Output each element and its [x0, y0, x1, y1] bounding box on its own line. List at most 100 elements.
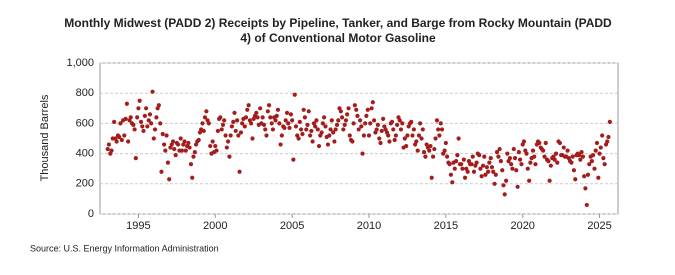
point: [141, 128, 146, 134]
point: [242, 124, 247, 129]
point: [274, 113, 279, 118]
point: [165, 160, 171, 165]
point: [527, 178, 532, 183]
point: [503, 178, 509, 183]
point: [279, 133, 284, 138]
point: [511, 146, 516, 152]
point: [528, 160, 533, 165]
point: [596, 175, 601, 180]
point: [439, 127, 445, 132]
point: [393, 133, 398, 138]
point: [510, 166, 515, 171]
point: [409, 119, 414, 124]
point: [580, 154, 586, 159]
x-tick-label: 2010: [357, 220, 381, 232]
point: [333, 127, 338, 132]
point: [131, 122, 136, 128]
point: [254, 110, 259, 115]
point: [208, 143, 213, 149]
point: [210, 139, 215, 144]
plot-frame: [99, 62, 619, 215]
point: [465, 169, 470, 174]
point: [118, 121, 123, 126]
point: [142, 113, 147, 118]
point: [243, 115, 249, 120]
point: [338, 109, 343, 114]
point: [420, 127, 425, 132]
point: [423, 154, 428, 159]
point: [525, 166, 530, 171]
point: [270, 127, 276, 132]
point: [322, 115, 327, 120]
point: [156, 103, 161, 108]
point: [480, 163, 486, 168]
point: [152, 127, 158, 132]
point: [500, 168, 505, 173]
point: [245, 107, 250, 112]
point: [237, 169, 242, 174]
point: [331, 130, 336, 135]
point: [416, 133, 422, 138]
point: [391, 127, 396, 132]
point: [386, 133, 391, 138]
point: [106, 142, 112, 147]
point: [220, 122, 226, 128]
point: [454, 159, 459, 164]
point: [486, 169, 491, 174]
y-tick-label: 600: [76, 117, 94, 129]
point: [229, 124, 234, 129]
point: [496, 154, 501, 159]
point: [542, 154, 547, 159]
point: [159, 169, 164, 174]
point: [356, 127, 361, 132]
point: [291, 157, 296, 162]
chart-title: Monthly Midwest (PADD 2) Receipts by Pip…: [64, 16, 612, 45]
point: [598, 145, 603, 150]
point: [565, 148, 570, 153]
point: [145, 124, 150, 129]
point: [569, 160, 574, 165]
point: [605, 139, 610, 144]
point: [231, 119, 236, 124]
point: [265, 109, 270, 114]
point: [582, 174, 587, 179]
point: [347, 133, 352, 138]
point: [178, 136, 183, 141]
point: [320, 121, 325, 126]
point: [119, 137, 124, 143]
point: [308, 133, 313, 138]
point: [548, 163, 553, 168]
point: [284, 110, 290, 115]
point: [502, 192, 507, 197]
point: [553, 151, 559, 156]
point: [288, 112, 294, 117]
point: [109, 148, 114, 153]
point: [124, 101, 129, 106]
point: [213, 143, 218, 149]
point: [154, 115, 159, 120]
point: [557, 140, 562, 146]
point: [204, 109, 209, 114]
point: [277, 121, 282, 126]
point: [577, 153, 582, 158]
point: [537, 140, 542, 146]
point: [261, 122, 267, 128]
point: [258, 106, 263, 111]
point: [150, 89, 155, 94]
point: [593, 148, 598, 153]
point: [196, 137, 201, 143]
point: [314, 118, 319, 123]
point: [600, 133, 605, 138]
x-tick-label: 2020: [510, 220, 534, 232]
point: [132, 127, 137, 132]
point: [296, 136, 301, 141]
point: [133, 156, 138, 161]
point: [532, 154, 537, 159]
point: [282, 125, 287, 131]
point: [421, 149, 427, 155]
point: [589, 159, 594, 164]
point: [336, 118, 341, 123]
point: [377, 136, 382, 141]
point: [471, 169, 477, 174]
point: [323, 124, 328, 129]
